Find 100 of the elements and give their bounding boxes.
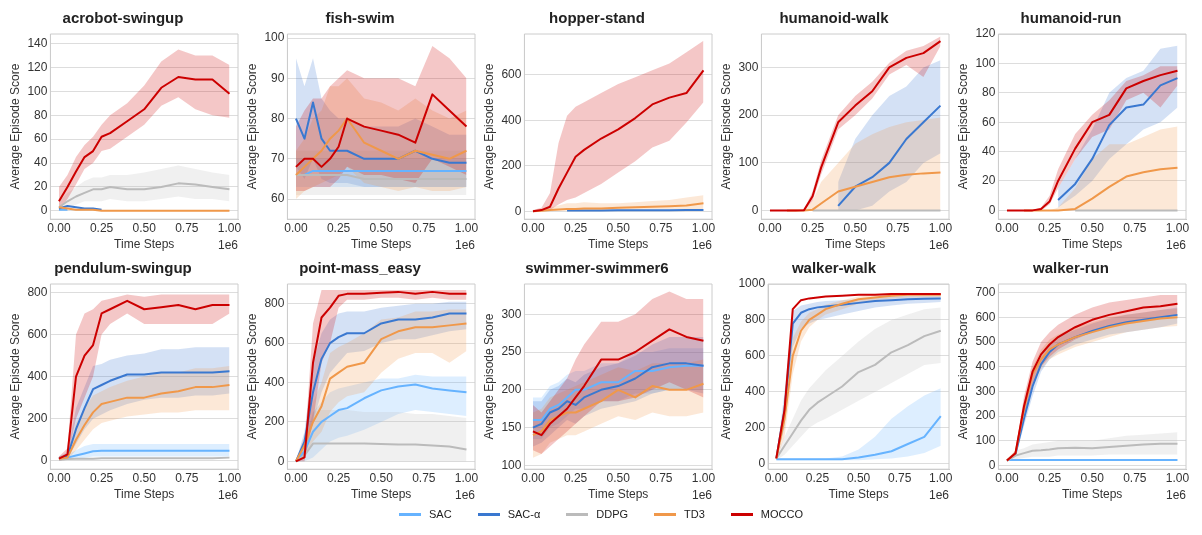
y-axis-title: Average Episode Score [955, 313, 970, 440]
text: 1e6 [217, 237, 239, 252]
x-tick-label: 0.50 [369, 470, 394, 485]
chart-title: walker-run [1032, 259, 1109, 277]
y-tick-label: 100 [975, 55, 996, 70]
x-tick-label: 0.25 [1037, 220, 1062, 235]
text: 1e6 [1165, 237, 1187, 252]
text: 1e6 [1165, 487, 1187, 502]
x-tick-label: 0.50 [606, 470, 631, 485]
y-axis-title: Average Episode Score [481, 63, 496, 190]
chart-title: humanoid-walk [779, 9, 890, 27]
y-axis-title: Average Episode Score [7, 313, 22, 440]
y-tick-label: 700 [975, 284, 996, 299]
x-tick-label: 0.00 [284, 470, 308, 485]
x-tick-label: 0.25 [89, 470, 114, 485]
y-tick-label: 250 [501, 344, 522, 359]
y-tick-label: 100 [975, 433, 996, 448]
y-tick-label: 0 [988, 202, 996, 217]
x-tick-label: 0.00 [764, 470, 789, 485]
y-tick-label: 200 [501, 382, 522, 397]
x-tick-label: 0.00 [995, 220, 1019, 235]
x-axis-title: Time Steps [114, 487, 175, 502]
x-tick-label: 0.50 [132, 470, 157, 485]
y-tick-label: 20 [34, 179, 48, 194]
x-tick-label: 1.00 [928, 220, 953, 235]
y-tick-label: 100 [501, 457, 522, 472]
y-tick-label: 120 [27, 59, 48, 74]
x-axis-title: Time Steps [825, 237, 886, 252]
x-axis-title: Time Steps [588, 237, 649, 252]
y-tick-label: 400 [745, 384, 766, 399]
y-tick-label: 0 [40, 453, 48, 468]
x-tick-label: 0.25 [563, 220, 588, 235]
x-tick-label: 0.25 [800, 220, 825, 235]
y-tick-label: 150 [501, 419, 522, 434]
x-tick-label: 0.75 [886, 220, 910, 235]
y-tick-label: 300 [501, 306, 522, 321]
x-tick-label: 0.50 [606, 220, 631, 235]
y-tick-label: 300 [975, 383, 996, 398]
chart-title: hopper-stand [549, 9, 645, 27]
x-tick-label: 0.75 [175, 220, 199, 235]
text: 1e6 [454, 487, 476, 502]
y-axis-title: Average Episode Score [718, 63, 733, 190]
x-axis-title: Time Steps [114, 237, 175, 252]
x-axis-title: Time Steps [1062, 237, 1123, 252]
text: 1e6 [928, 237, 950, 252]
y-tick-label: 600 [501, 67, 522, 82]
y-tick-label: 400 [975, 359, 996, 374]
x-tick-label: 0.00 [47, 220, 71, 235]
y-tick-label: 0 [40, 203, 48, 218]
y-tick-label: 60 [34, 131, 48, 146]
y-tick-label: 600 [975, 309, 996, 324]
y-tick-label: 100 [27, 83, 48, 98]
legend-label: SAC [429, 508, 452, 520]
y-tick-label: 80 [982, 85, 996, 100]
x-tick-label: 1.00 [454, 470, 479, 485]
x-tick-label: 0.75 [1123, 220, 1147, 235]
y-tick-label: 300 [738, 59, 759, 74]
x-axis-title: Time Steps [1062, 487, 1123, 502]
y-tick-label: 90 [271, 70, 285, 85]
x-tick-label: 0.00 [47, 470, 71, 485]
x-tick-label: 0.25 [563, 470, 588, 485]
text: 1e6 [691, 487, 713, 502]
x-tick-label: 0.25 [326, 470, 351, 485]
x-tick-label: 0.00 [284, 220, 308, 235]
x-axis-title: Time Steps [588, 487, 649, 502]
y-tick-label: 80 [271, 110, 285, 125]
chart-title: pendulum-swingup [54, 259, 192, 277]
x-tick-label: 0.50 [1080, 220, 1105, 235]
x-tick-label: 1.00 [691, 220, 716, 235]
x-tick-label: 0.25 [326, 220, 351, 235]
legend-label: SAC-α [507, 508, 541, 520]
x-tick-label: 0.00 [758, 220, 782, 235]
text: 1e6 [454, 237, 476, 252]
chart-title: fish-swim [325, 9, 395, 27]
y-axis-title: Average Episode Score [718, 313, 733, 440]
y-tick-label: 200 [738, 107, 759, 122]
x-tick-label: 0.50 [132, 220, 157, 235]
y-tick-label: 0 [277, 453, 285, 468]
y-tick-label: 70 [271, 151, 285, 166]
x-axis-title: Time Steps [828, 487, 889, 502]
x-tick-label: 1.00 [1165, 220, 1190, 235]
y-tick-label: 400 [27, 368, 48, 383]
legend-label: DDPG [596, 508, 629, 520]
legend-label: TD3 [684, 508, 705, 520]
x-tick-label: 1.00 [929, 470, 953, 485]
text: 1e6 [217, 487, 239, 502]
y-tick-label: 600 [27, 326, 48, 341]
x-tick-label: 0.00 [995, 470, 1019, 485]
x-tick-label: 0.75 [412, 470, 436, 485]
y-tick-label: 200 [264, 414, 285, 429]
x-tick-label: 1.00 [454, 220, 479, 235]
y-tick-label: 60 [271, 191, 285, 206]
y-tick-label: 0 [751, 202, 759, 217]
x-tick-label: 0.25 [805, 470, 830, 485]
y-tick-label: 0 [758, 456, 766, 471]
y-tick-label: 40 [982, 143, 996, 158]
x-axis-title: Time Steps [351, 487, 412, 502]
x-tick-label: 0.25 [89, 220, 114, 235]
text: 1e6 [691, 237, 713, 252]
y-tick-label: 400 [501, 112, 522, 127]
